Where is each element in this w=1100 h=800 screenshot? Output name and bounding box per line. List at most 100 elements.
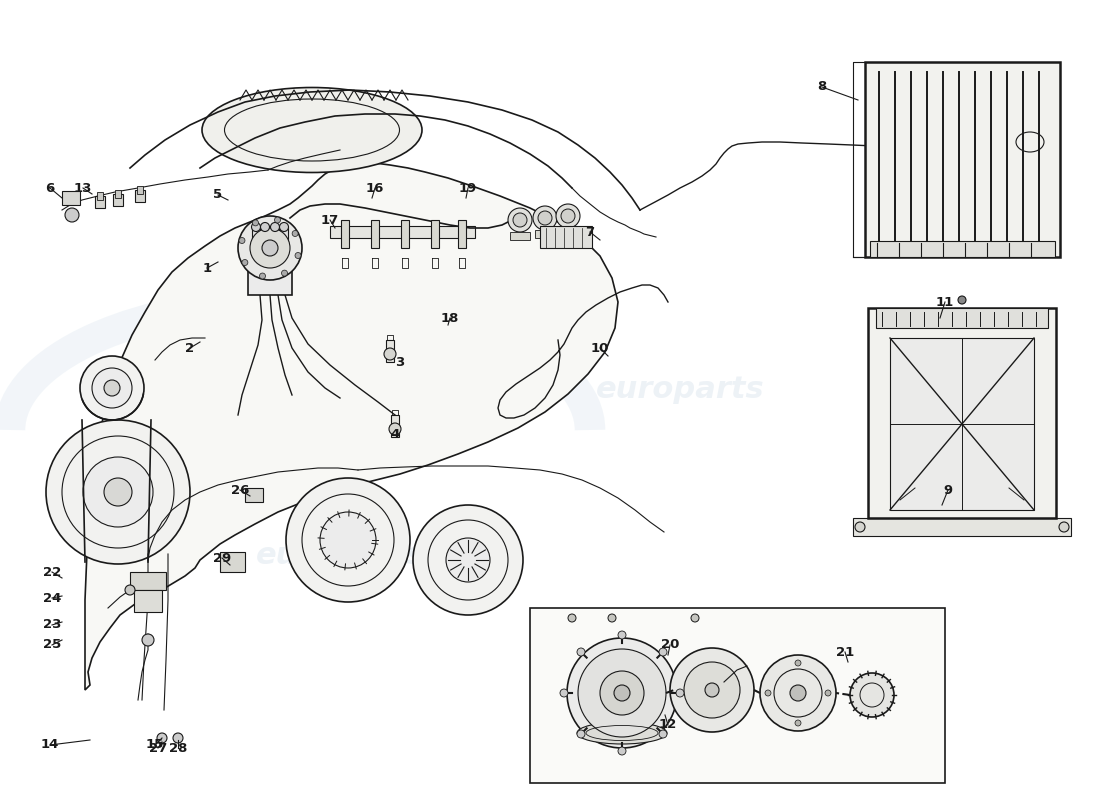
Circle shape [104,380,120,396]
Text: 2: 2 [186,342,195,354]
Circle shape [238,216,302,280]
Text: 24: 24 [43,591,62,605]
Circle shape [252,222,261,231]
Text: 28: 28 [168,742,187,754]
Circle shape [275,217,280,223]
Circle shape [157,733,167,743]
Circle shape [260,273,265,279]
Circle shape [855,522,865,532]
Text: 18: 18 [441,311,459,325]
Bar [870,241,1055,257]
Text: 10: 10 [591,342,609,354]
Text: 16: 16 [366,182,384,194]
Circle shape [293,230,298,237]
Circle shape [608,614,616,622]
Bar [341,220,349,248]
Text: 21: 21 [836,646,854,658]
Bar [135,190,145,202]
Circle shape [279,222,288,231]
Circle shape [795,660,801,666]
Circle shape [578,648,585,656]
Bar [62,191,80,205]
Bar [271,227,279,245]
Bar [95,196,104,208]
Circle shape [795,720,801,726]
Bar [431,220,439,248]
Bar [402,220,409,248]
Ellipse shape [202,87,422,173]
Circle shape [684,662,740,718]
Text: 12: 12 [659,718,678,731]
Text: 1: 1 [202,262,211,274]
Text: 26: 26 [231,483,250,497]
Text: 3: 3 [395,355,405,369]
Bar [876,308,1048,328]
Circle shape [764,690,771,696]
Text: 25: 25 [43,638,62,651]
Circle shape [65,208,79,222]
Circle shape [561,209,575,223]
Bar [558,228,578,236]
Bar [458,220,466,248]
Text: 17: 17 [321,214,339,226]
Text: 6: 6 [45,182,55,194]
Text: 13: 13 [74,182,92,194]
Circle shape [825,690,830,696]
Text: 15: 15 [146,738,164,751]
Text: europarts: europarts [596,375,764,405]
Text: 22: 22 [43,566,62,578]
Circle shape [242,259,248,266]
Circle shape [659,730,667,738]
Circle shape [250,228,290,268]
Circle shape [513,213,527,227]
Circle shape [538,211,552,225]
Circle shape [614,685,630,701]
Polygon shape [85,163,618,690]
Circle shape [618,631,626,639]
Circle shape [760,655,836,731]
Bar [261,227,270,245]
Circle shape [80,356,144,420]
Circle shape [691,614,698,622]
Circle shape [261,222,270,231]
Bar [510,232,530,240]
Text: 23: 23 [43,618,62,631]
Circle shape [560,689,568,697]
Bar [386,340,394,362]
Circle shape [125,585,135,595]
Circle shape [618,747,626,755]
Bar [390,415,399,437]
Circle shape [173,733,183,743]
Circle shape [850,673,894,717]
Text: 11: 11 [936,295,954,309]
Circle shape [46,420,190,564]
Text: europarts: europarts [396,226,564,254]
Bar [868,308,1056,518]
Text: 8: 8 [817,81,826,94]
Text: 4: 4 [390,429,399,442]
Bar [220,552,245,572]
Ellipse shape [578,722,667,744]
Circle shape [670,648,754,732]
Bar [852,518,1071,536]
Circle shape [534,206,557,230]
Circle shape [295,253,301,258]
Circle shape [389,423,402,435]
Circle shape [253,220,258,226]
Bar [245,488,263,502]
Bar [248,240,292,295]
Circle shape [412,505,522,615]
Bar [252,227,260,245]
Circle shape [262,240,278,256]
Circle shape [790,685,806,701]
Bar [890,338,1034,510]
Text: 19: 19 [459,182,477,194]
Text: 29: 29 [213,551,231,565]
Bar [540,226,592,248]
Circle shape [384,348,396,360]
Circle shape [705,683,719,697]
Bar [113,194,123,206]
Bar [280,227,288,245]
Bar [130,572,166,590]
Circle shape [92,368,132,408]
